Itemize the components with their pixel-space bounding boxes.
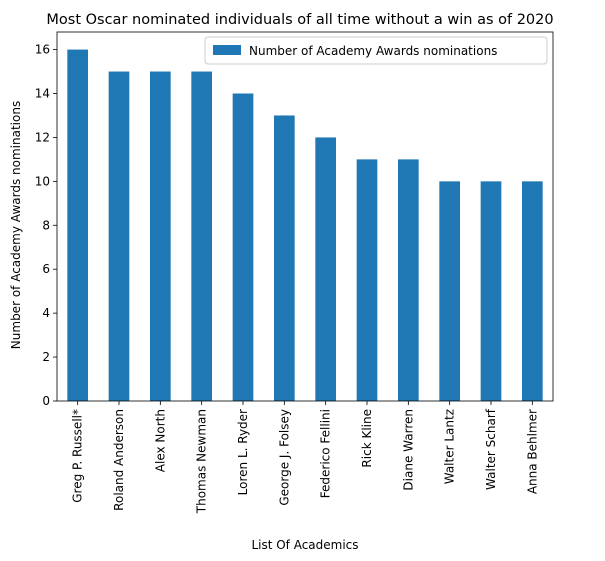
legend-box — [204, 36, 548, 65]
bar — [439, 181, 460, 401]
bar — [108, 71, 130, 402]
bar — [522, 181, 543, 401]
y-tick-label: 6 — [42, 262, 50, 276]
x-tick-label: George J. Folsey — [277, 409, 291, 506]
chart-title: Most Oscar nominated individuals of all … — [46, 12, 553, 28]
legend-label: Number of Academy Awards nominations — [249, 44, 497, 58]
x-tick-label: Walter Scharf — [484, 408, 498, 490]
x-tick-label: Loren L. Ryder — [236, 409, 250, 495]
x-tick-label: Roland Anderson — [112, 409, 126, 511]
y-axis-label: Number of Academy Awards nominations — [9, 101, 23, 349]
x-tick-label: Rick Kline — [360, 409, 374, 468]
x-tick-label: Federico Fellini — [319, 409, 333, 498]
bar — [274, 115, 295, 401]
x-tick-label: Diane Warren — [401, 409, 415, 491]
y-tick-label: 16 — [35, 43, 50, 57]
y-tick-label: 4 — [42, 306, 50, 320]
y-tick-label: 12 — [35, 130, 50, 144]
bar — [232, 93, 254, 401]
bar — [67, 49, 88, 401]
bar — [315, 137, 336, 401]
y-tick-label: 0 — [42, 394, 50, 408]
bar — [398, 159, 419, 401]
plot-frame — [56, 31, 554, 402]
y-tick-label: 14 — [35, 87, 50, 101]
x-tick-label: Anna Behlmer — [525, 409, 539, 494]
plot-area: 0 2 4 6 8 10 12 14 16 Greg P. Russell* Roland Ande… — [35, 31, 554, 514]
x-axis-label: List Of Academics — [251, 538, 358, 552]
y-tick-label: 8 — [42, 218, 50, 232]
bar — [356, 159, 378, 401]
bar — [150, 71, 171, 402]
x-tick-label: Walter Lantz — [443, 409, 457, 484]
bar — [191, 71, 212, 402]
x-tick-label: Greg P. Russell* — [71, 409, 85, 503]
y-tick-label: 2 — [42, 350, 50, 364]
bar — [480, 181, 502, 401]
x-tick-label: Alex North — [153, 409, 167, 472]
y-tick-label: 10 — [35, 174, 50, 188]
x-tick-label: Thomas Newman — [195, 409, 209, 514]
legend-swatch — [213, 45, 241, 55]
